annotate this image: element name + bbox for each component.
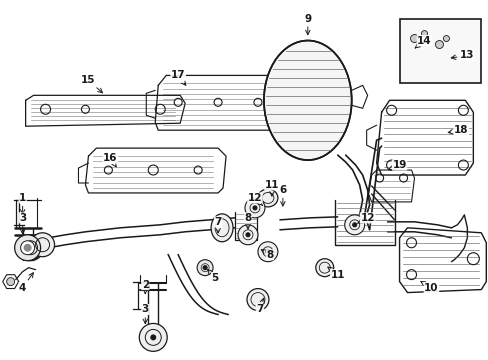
Text: 11: 11 [327, 267, 344, 280]
Circle shape [31, 233, 55, 257]
Circle shape [265, 250, 269, 254]
Text: 7: 7 [214, 217, 222, 233]
Text: 1: 1 [19, 193, 26, 214]
Circle shape [150, 334, 156, 340]
Text: 10: 10 [420, 282, 438, 293]
Text: 18: 18 [447, 125, 468, 135]
Circle shape [443, 36, 448, 41]
Text: 14: 14 [414, 36, 431, 48]
Text: 7: 7 [256, 298, 264, 315]
Ellipse shape [258, 189, 277, 207]
Text: 5: 5 [207, 270, 218, 283]
Circle shape [15, 235, 41, 261]
Text: 2: 2 [142, 280, 149, 293]
Text: 8: 8 [244, 213, 251, 229]
Text: 6: 6 [279, 185, 286, 206]
Circle shape [20, 241, 35, 255]
Text: 12: 12 [357, 213, 374, 223]
Text: 3: 3 [19, 213, 26, 234]
Circle shape [203, 266, 207, 270]
Circle shape [435, 41, 443, 49]
Text: 19: 19 [388, 160, 406, 170]
Text: 12: 12 [247, 193, 262, 206]
Text: 9: 9 [304, 14, 311, 35]
Circle shape [139, 323, 167, 351]
Circle shape [197, 260, 213, 276]
Circle shape [252, 206, 256, 210]
Text: 13: 13 [450, 50, 474, 60]
Circle shape [23, 244, 32, 252]
Text: 15: 15 [81, 75, 102, 93]
Circle shape [7, 278, 15, 285]
Circle shape [18, 235, 43, 261]
Circle shape [19, 236, 42, 260]
Circle shape [352, 223, 356, 227]
Circle shape [344, 215, 364, 235]
Ellipse shape [315, 259, 333, 276]
Text: 4: 4 [19, 273, 33, 293]
Text: 8: 8 [261, 250, 273, 260]
Text: 17: 17 [170, 71, 185, 85]
Circle shape [238, 225, 258, 245]
Circle shape [421, 31, 427, 37]
Bar [399, 19, 480, 84]
Ellipse shape [246, 289, 268, 310]
Text: 11: 11 [264, 180, 279, 196]
Text: 3: 3 [142, 305, 149, 324]
Ellipse shape [264, 41, 351, 160]
Circle shape [245, 233, 249, 237]
Text: 16: 16 [103, 153, 118, 167]
Circle shape [258, 242, 277, 262]
Ellipse shape [211, 214, 233, 242]
Circle shape [410, 35, 418, 42]
Circle shape [244, 198, 264, 218]
